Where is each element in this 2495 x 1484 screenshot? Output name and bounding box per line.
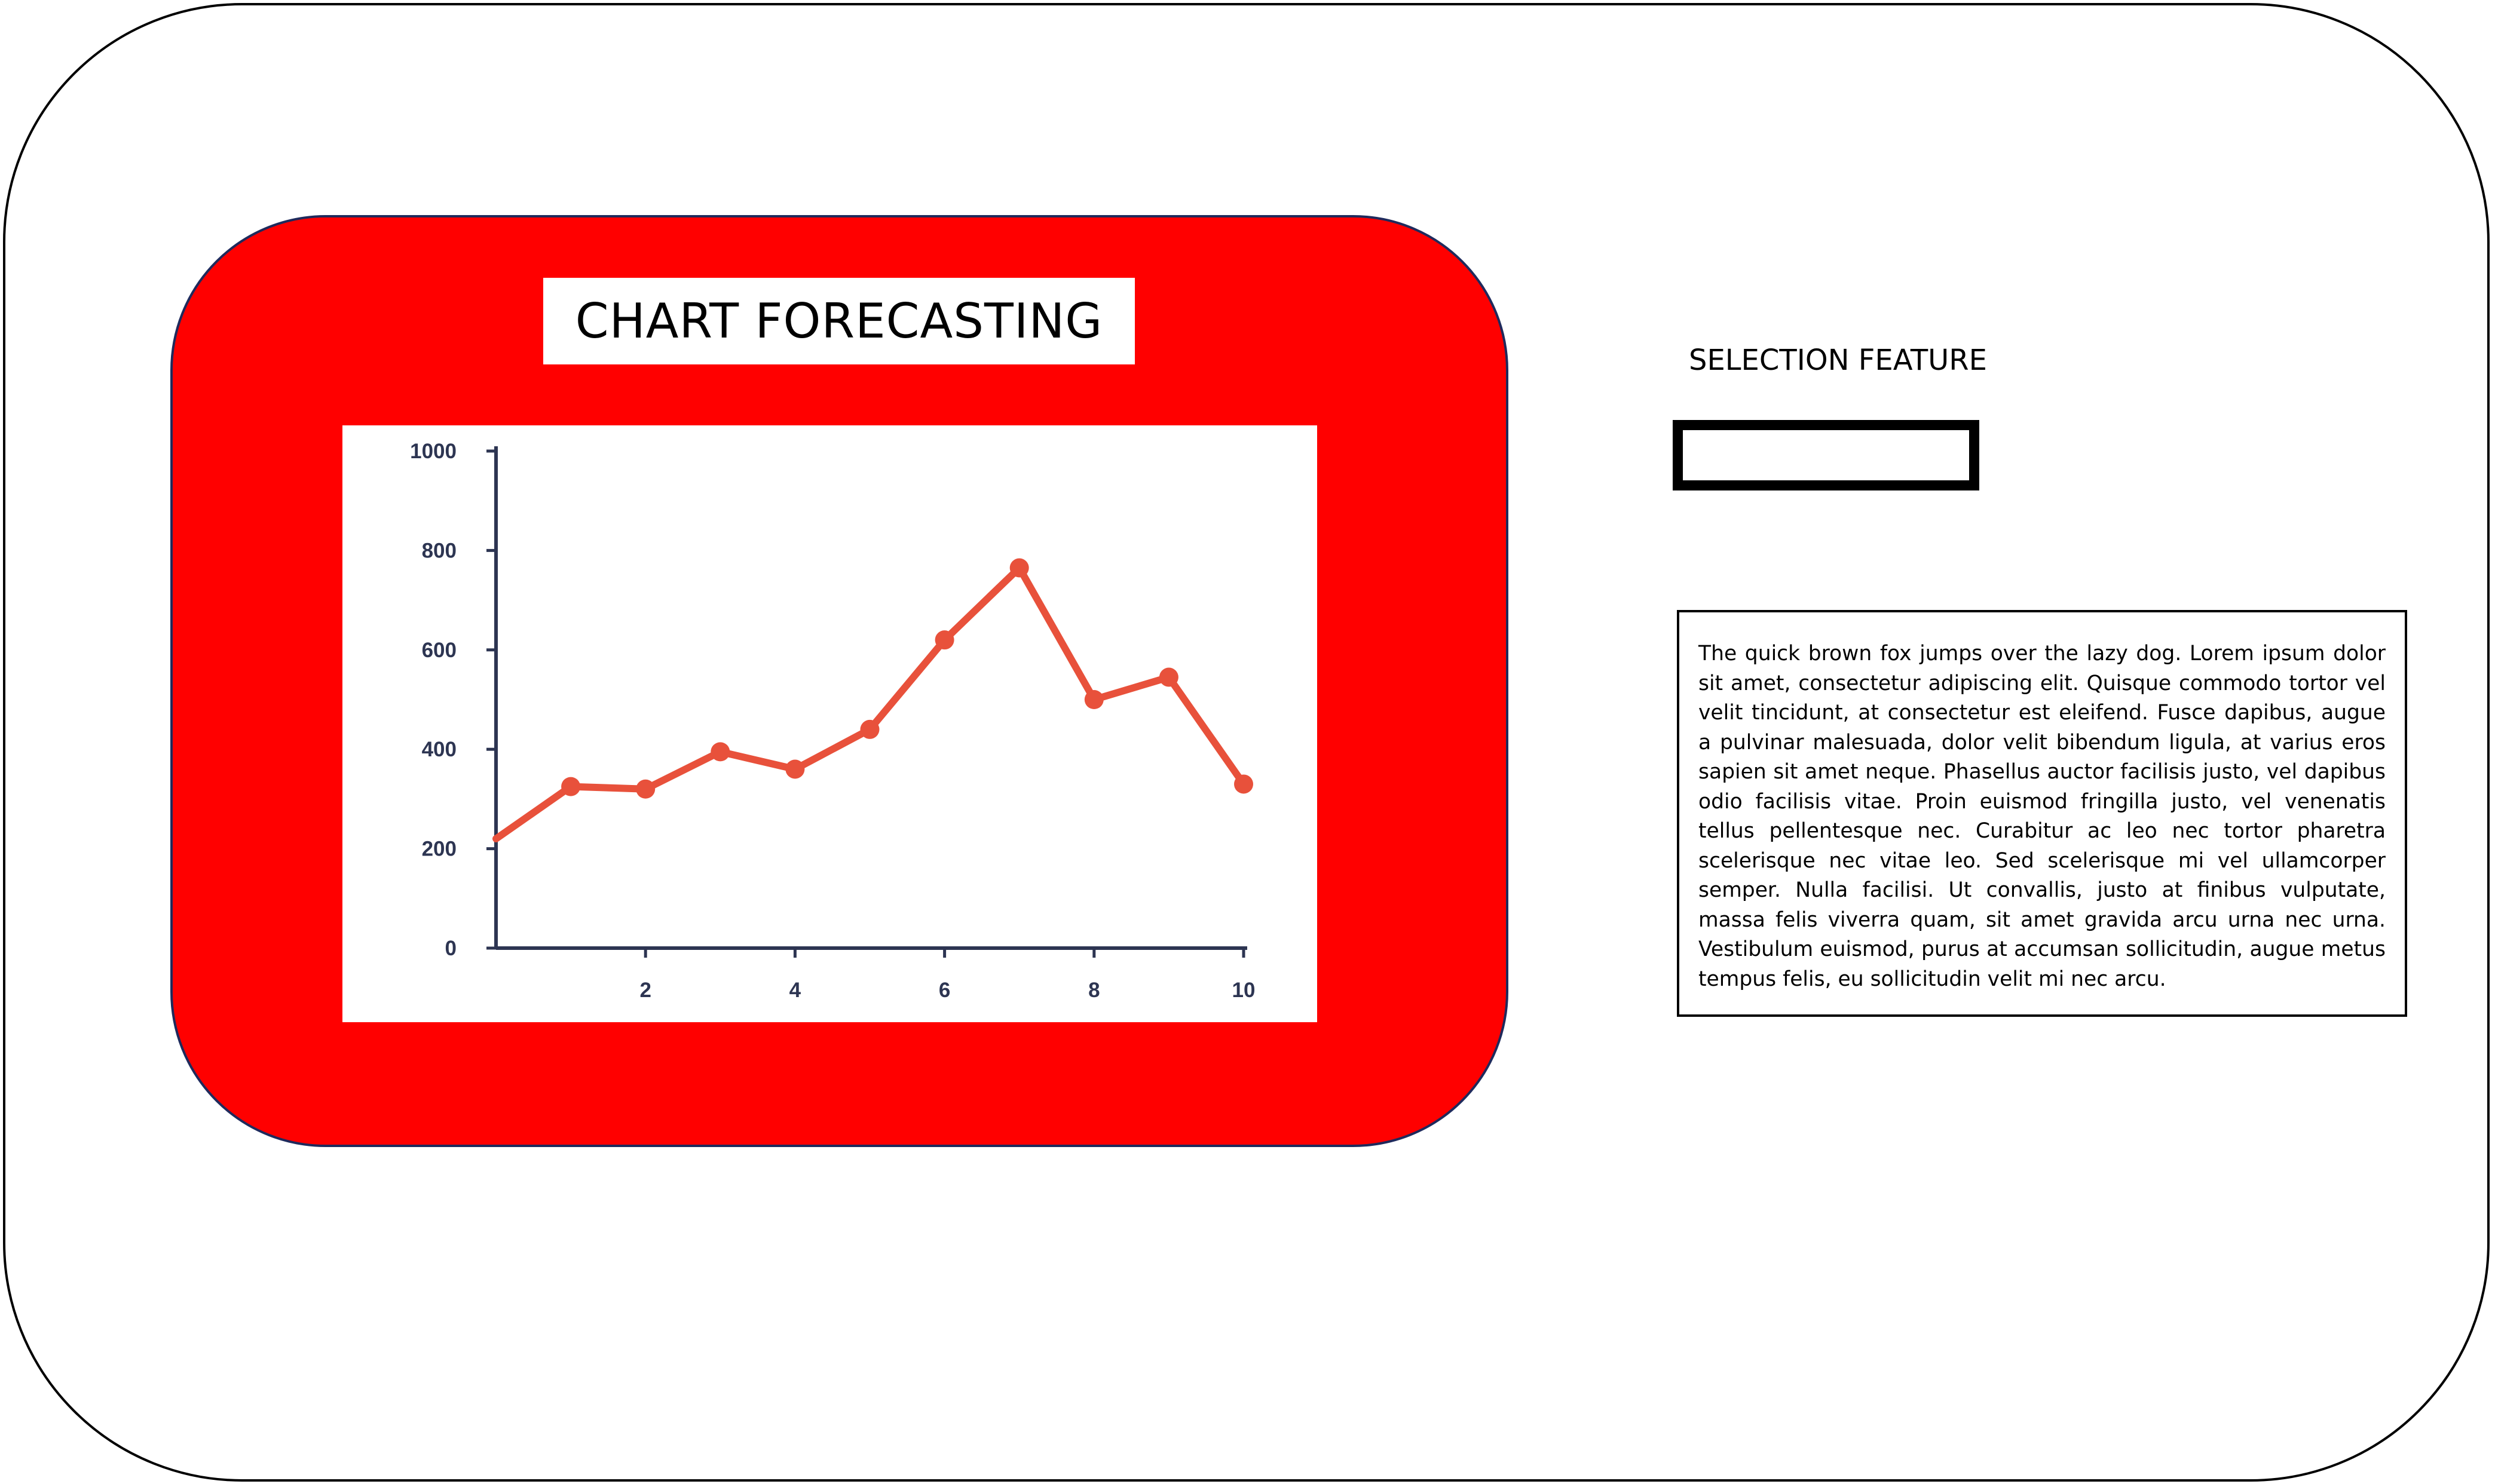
data-point (636, 779, 656, 799)
y-tick-label: 400 (422, 738, 457, 761)
selection-feature-label: SELECTION FEATURE (1689, 344, 1987, 377)
y-tick-label: 1000 (410, 440, 457, 463)
y-tick-label: 200 (422, 838, 457, 861)
description-text: The quick brown fox jumps over the lazy … (1698, 642, 2386, 991)
data-point (860, 719, 880, 739)
selection-input[interactable] (1673, 420, 1979, 490)
data-point (1084, 690, 1104, 709)
data-point (711, 742, 730, 762)
line-chart: 0 200 400 600 800 1000 2 4 6 8 10 (342, 425, 1317, 1022)
series-line (492, 564, 1247, 842)
data-point (1159, 667, 1178, 687)
data-point (785, 759, 805, 779)
data-point (1234, 774, 1253, 794)
x-tick-label: 6 (939, 979, 950, 1002)
x-tick-label: 10 (1232, 979, 1256, 1002)
data-point (935, 630, 954, 650)
data-point (1009, 558, 1029, 578)
x-tick-label: 2 (639, 979, 651, 1002)
y-tick-label: 0 (445, 937, 457, 960)
description-text-box: The quick brown fox jumps over the lazy … (1677, 610, 2407, 1017)
data-point (561, 777, 581, 796)
y-tick-label: 800 (422, 539, 457, 562)
chart-svg: 0 200 400 600 800 1000 2 4 6 8 10 (410, 440, 1256, 1002)
y-tick-label: 600 (422, 639, 457, 662)
x-tick-label: 4 (789, 979, 801, 1002)
x-tick-label: 8 (1088, 979, 1100, 1002)
chart-title: CHART FORECASTING (543, 278, 1135, 364)
